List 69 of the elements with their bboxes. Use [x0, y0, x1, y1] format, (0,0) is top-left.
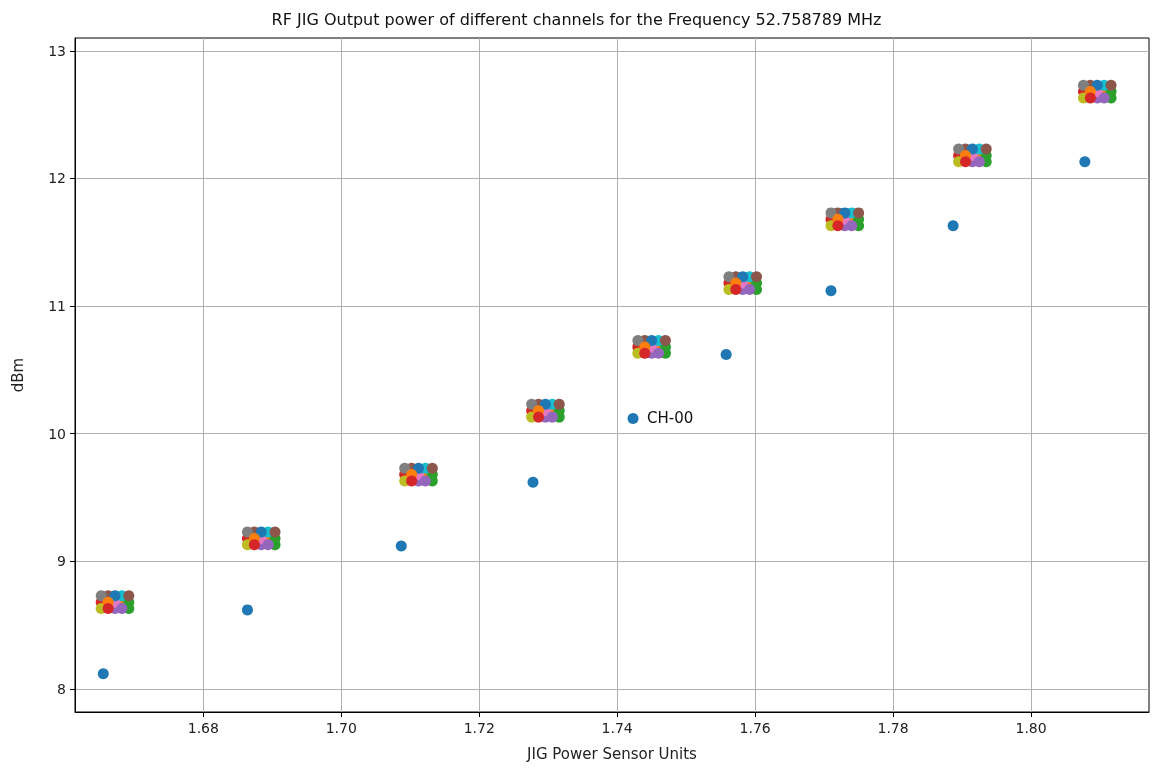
- annotation: CH-00: [647, 409, 694, 428]
- point: [539, 398, 551, 410]
- y-tick-label: 10: [48, 425, 66, 442]
- point: [241, 526, 253, 538]
- x-tick-label: 1.70: [325, 720, 357, 736]
- point: [527, 476, 539, 488]
- point: [269, 526, 281, 538]
- point: [1079, 156, 1091, 168]
- point: [1084, 92, 1096, 104]
- point: [102, 603, 114, 615]
- point: [846, 220, 858, 232]
- point: [116, 603, 128, 615]
- chart-title: RF JIG Output power of different channels for the Frequency 52.758789 MHz: [271, 9, 882, 29]
- point: [973, 156, 985, 168]
- point: [825, 285, 837, 297]
- x-tick-label: 1.78: [877, 720, 909, 736]
- point: [730, 283, 742, 295]
- point: [248, 539, 260, 551]
- point: [627, 412, 639, 424]
- point: [853, 207, 865, 219]
- point: [1077, 79, 1089, 91]
- x-tick-label: 1.76: [739, 720, 771, 736]
- point: [553, 398, 565, 410]
- point: [960, 156, 972, 168]
- point: [241, 604, 253, 616]
- y-tick-label: 11: [48, 298, 66, 315]
- point: [737, 271, 749, 283]
- point: [395, 540, 407, 552]
- point: [526, 398, 538, 410]
- point: [406, 475, 418, 487]
- point: [262, 539, 274, 551]
- point: [1105, 79, 1117, 91]
- point: [639, 347, 651, 359]
- point: [1091, 79, 1103, 91]
- y-axis-title: dBm: [8, 357, 27, 393]
- point: [533, 411, 545, 423]
- point: [653, 347, 665, 359]
- x-tick-label: 1.80: [1015, 720, 1047, 736]
- point: [632, 335, 644, 347]
- point: [646, 335, 658, 347]
- point: [966, 143, 978, 155]
- point: [723, 271, 735, 283]
- point: [744, 283, 756, 295]
- y-tick-label: 9: [57, 553, 66, 570]
- point: [720, 349, 732, 361]
- point: [399, 462, 411, 474]
- point: [255, 526, 267, 538]
- point: [123, 590, 135, 602]
- point: [953, 143, 965, 155]
- point: [751, 271, 763, 283]
- point: [97, 668, 109, 680]
- y-tick-label: 12: [48, 170, 66, 187]
- y-tick-label: 13: [48, 42, 66, 59]
- point: [95, 590, 107, 602]
- point: [659, 335, 671, 347]
- point: [980, 143, 992, 155]
- x-tick-label: 1.74: [601, 720, 633, 736]
- point: [546, 411, 558, 423]
- point: [413, 462, 425, 474]
- point: [1098, 92, 1110, 104]
- point: [419, 475, 431, 487]
- x-tick-label: 1.72: [463, 720, 495, 736]
- y-tick-label: 8: [57, 681, 66, 698]
- x-axis-title: JIG Power Sensor Units: [526, 744, 698, 763]
- point: [839, 207, 851, 219]
- point: [947, 220, 959, 232]
- point: [426, 462, 438, 474]
- point: [832, 220, 844, 232]
- x-tick-label: 1.68: [187, 720, 219, 736]
